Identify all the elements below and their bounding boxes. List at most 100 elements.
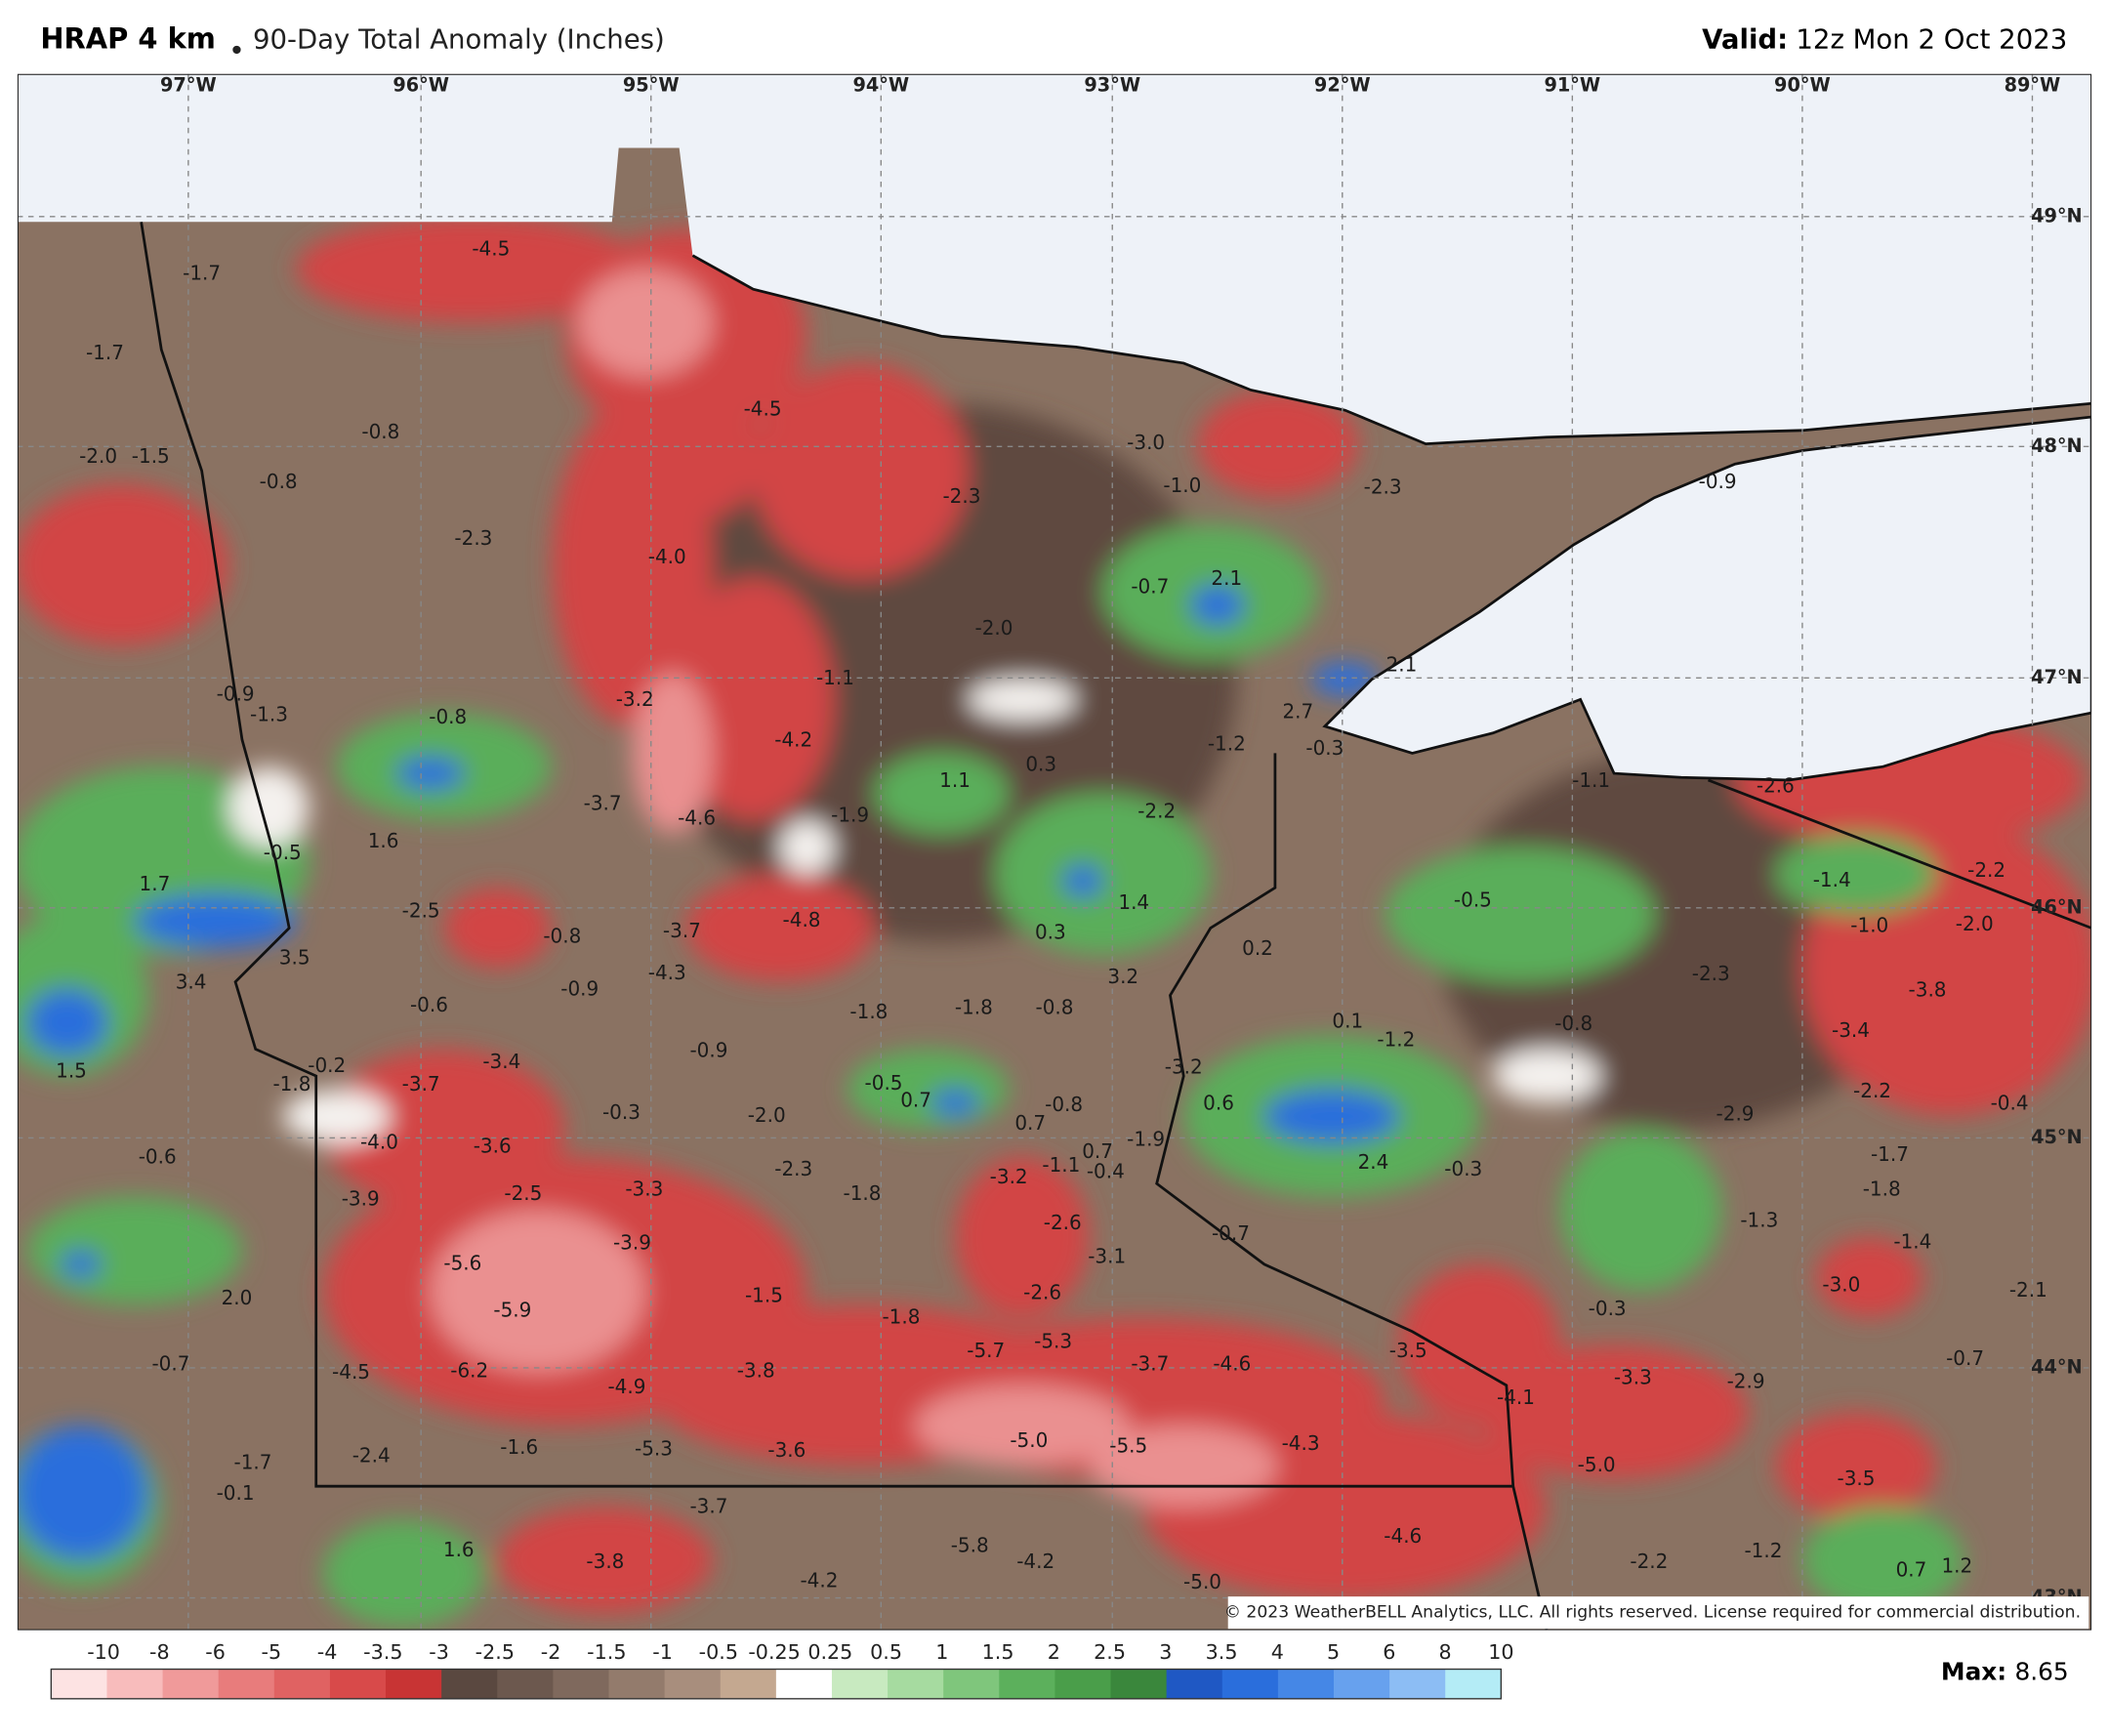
- value-label: -0.6: [410, 993, 448, 1016]
- anomaly-blob: [1197, 390, 1359, 498]
- product: HRAP 4 km: [40, 22, 216, 56]
- anomaly-blob: [1559, 1130, 1722, 1292]
- value-label: -1.0: [1850, 914, 1888, 937]
- lat-label: 45°N: [2031, 1126, 2083, 1148]
- colorbar-tick-label: 6: [1383, 1640, 1395, 1664]
- value-label: -0.1: [217, 1481, 255, 1505]
- value-label: -5.9: [493, 1299, 531, 1322]
- value-label: 2.1: [1211, 566, 1242, 590]
- value-label: -4.9: [607, 1375, 645, 1398]
- value-label: -1.4: [1813, 868, 1851, 891]
- max-label: Max:: [1941, 1658, 2006, 1686]
- colorbar-tick-label: -1.5: [587, 1640, 626, 1664]
- value-label: -1.5: [132, 444, 170, 468]
- value-label: -6.2: [450, 1359, 488, 1383]
- anomaly-blob: [396, 757, 465, 790]
- value-label: 2.1: [1386, 652, 1418, 676]
- colorbar-cell: [497, 1669, 555, 1699]
- value-label: -1.4: [1893, 1229, 1931, 1253]
- value-label: 0.7: [900, 1089, 931, 1112]
- value-label: -3.8: [737, 1359, 775, 1383]
- anomaly-blob: [1190, 585, 1245, 626]
- value-label: -0.9: [560, 976, 599, 1000]
- colorbar-cell: [441, 1669, 498, 1699]
- value-label: -3.0: [1822, 1272, 1860, 1296]
- lat-label: 49°N: [2031, 204, 2083, 227]
- lon-label: 95°W: [623, 74, 680, 97]
- value-label: -5.0: [1010, 1428, 1048, 1452]
- value-label: 2.7: [1282, 700, 1313, 723]
- anomaly-blob: [753, 362, 969, 579]
- value-label: -2.3: [942, 484, 980, 508]
- anomaly-blob: [1801, 1506, 1964, 1615]
- value-label: -0.8: [1036, 996, 1074, 1019]
- lon-label: 96°W: [393, 74, 449, 97]
- value-label: -0.9: [217, 682, 255, 706]
- colorbar-tick-label: 8: [1439, 1640, 1452, 1664]
- colorbar-tick-label: 1: [935, 1640, 948, 1664]
- colorbar-cell: [664, 1669, 722, 1699]
- value-label: 1.5: [56, 1058, 87, 1082]
- value-label: -0.5: [865, 1071, 903, 1095]
- title: 90-Day Total Anomaly (Inches): [253, 24, 665, 56]
- colorbar-cell: [1054, 1669, 1112, 1699]
- value-label: -1.7: [233, 1450, 271, 1473]
- graticule: [17, 73, 2092, 1631]
- lat-label: 48°N: [2031, 434, 2083, 457]
- value-label: 3.2: [1107, 965, 1138, 988]
- value-label: -1.6: [500, 1435, 538, 1459]
- value-label: -1.8: [1863, 1178, 1901, 1201]
- anomaly-field: [17, 215, 2092, 1628]
- value-label: -2.1: [2009, 1278, 2047, 1302]
- value-label: -0.7: [1946, 1346, 1984, 1370]
- lon-label: 93°W: [1084, 74, 1140, 97]
- value-label: -0.6: [139, 1145, 177, 1169]
- value-label: -3.7: [402, 1072, 440, 1095]
- colorbar-tick-label: -10: [87, 1640, 120, 1664]
- value-label: -3.0: [1127, 431, 1165, 454]
- colorbar-cell: [999, 1669, 1056, 1699]
- value-label: -2.5: [402, 898, 440, 922]
- anomaly-blob: [296, 215, 646, 323]
- colorbar-cell: [1277, 1669, 1335, 1699]
- value-label: 0.1: [1332, 1009, 1363, 1032]
- value-label: -0.8: [429, 705, 467, 728]
- value-label: -3.7: [584, 791, 622, 814]
- value-label: -2.6: [1023, 1281, 1061, 1304]
- value-label: 1.4: [1118, 890, 1149, 914]
- value-label: -0.8: [1554, 1012, 1592, 1035]
- value-label: 1.1: [939, 768, 971, 792]
- anomaly-blob: [322, 1519, 484, 1628]
- value-label: -3.2: [1165, 1054, 1203, 1078]
- value-label: -1.8: [272, 1072, 310, 1095]
- value-label: -1.1: [1042, 1153, 1080, 1177]
- lon-label: 94°W: [852, 74, 909, 97]
- value-label: -4.2: [800, 1568, 838, 1591]
- value-label: -4.6: [1384, 1524, 1422, 1548]
- colorbar-cell: [329, 1669, 387, 1699]
- anomaly-blob: [26, 1197, 242, 1305]
- value-label: -2.2: [1967, 858, 2006, 882]
- value-label: -2.0: [975, 616, 1013, 640]
- value-label: -4.3: [1282, 1431, 1320, 1455]
- lat-label: 46°N: [2031, 895, 2083, 918]
- value-label: 2.0: [222, 1286, 253, 1309]
- value-label: -4.3: [648, 961, 686, 984]
- value-label: 1.6: [368, 829, 399, 852]
- value-label: -3.3: [625, 1178, 663, 1201]
- colorbar-frame: [50, 1668, 1503, 1700]
- anomaly-blob: [282, 1089, 391, 1143]
- value-label: -0.3: [602, 1100, 641, 1124]
- anomaly-blob: [968, 679, 1077, 720]
- value-label: -0.5: [264, 841, 302, 864]
- value-label: -4.8: [783, 908, 821, 931]
- anomaly-blob: [1815, 1237, 1923, 1318]
- anomaly-blob: [17, 1426, 148, 1560]
- lon-label: 90°W: [1774, 74, 1831, 97]
- value-label: -4.2: [1016, 1550, 1054, 1573]
- value-label: 0.7: [1014, 1111, 1046, 1135]
- value-label: -5.0: [1183, 1570, 1221, 1593]
- map-area: 97°W 96°W 95°W 94°W 93°W 92°W 91°W 90°W 89°W 49°N…: [17, 73, 2092, 1631]
